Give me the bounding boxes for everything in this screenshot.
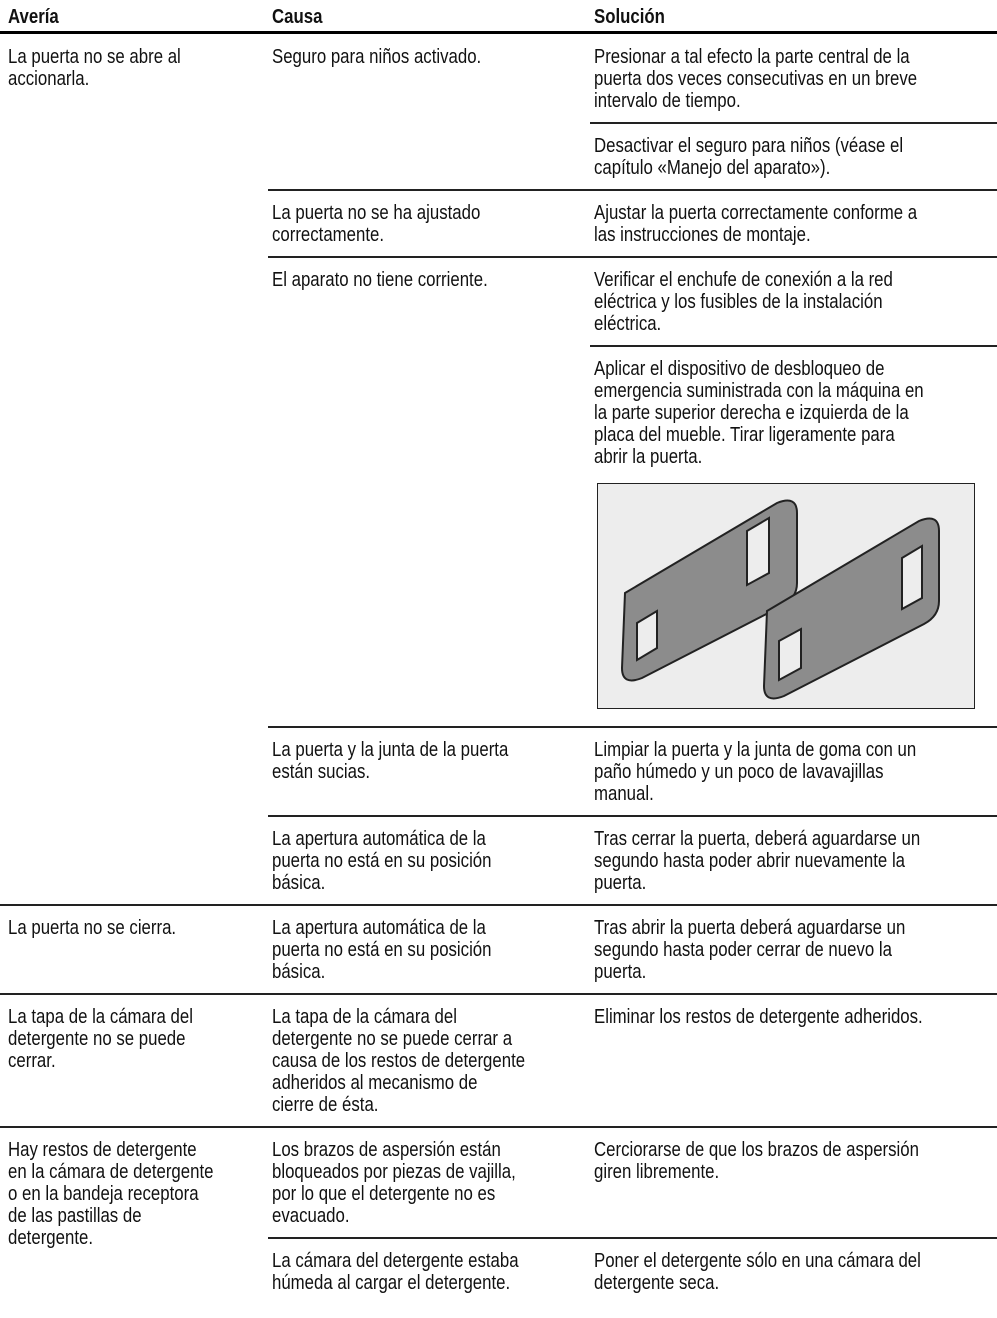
cause-text: La apertura automática de la bbox=[272, 828, 486, 850]
cause-text: Los brazos de aspersión están bbox=[272, 1139, 501, 1161]
solution-text: puerta dos veces consecutivas en un brev… bbox=[594, 68, 918, 90]
solution-text: paño húmedo y un poco de lavavajillas bbox=[594, 761, 884, 783]
cause-text: por lo que el detergente no es bbox=[272, 1183, 496, 1205]
solution-text: segundo hasta poder abrir nuevamente la bbox=[594, 850, 906, 872]
cause-text: La apertura automática de la bbox=[272, 917, 486, 939]
solution-text: eléctrica y los fusibles de la instalaci… bbox=[594, 291, 883, 313]
cause-text: básica. bbox=[272, 961, 326, 983]
solution-text: Tras abrir la puerta deberá aguardarse u… bbox=[594, 917, 906, 939]
solution-text: Desactivar el seguro para niños (véase e… bbox=[594, 135, 904, 157]
row-rule bbox=[0, 904, 997, 906]
fault-text: Hay restos de detergente bbox=[8, 1139, 197, 1161]
solution-text: emergencia suministrada con la máquina e… bbox=[594, 380, 924, 402]
cause-text: La tapa de la cámara del bbox=[272, 1006, 457, 1028]
solution-text: segundo hasta poder cerrar de nuevo la bbox=[594, 939, 892, 961]
cause-text: La cámara del detergente estaba bbox=[272, 1250, 519, 1272]
header-cause: Causa bbox=[272, 6, 323, 28]
solution-text: eléctrica. bbox=[594, 313, 662, 335]
fault-text: La puerta no se abre al bbox=[8, 46, 181, 68]
row-rule bbox=[590, 345, 997, 347]
cause-text: Seguro para niños activado. bbox=[272, 46, 482, 68]
fault-text: en la cámara de detergente bbox=[8, 1161, 214, 1183]
fault-text: accionarla. bbox=[8, 68, 90, 90]
solution-text: capítulo «Manejo del aparato»). bbox=[594, 157, 831, 179]
solution-text: Aplicar el dispositivo de desbloqueo de bbox=[594, 358, 885, 380]
solution-text: Presionar a tal efecto la parte central … bbox=[594, 46, 910, 68]
fault-text: La tapa de la cámara del bbox=[8, 1006, 193, 1028]
row-rule bbox=[590, 122, 997, 124]
illustration-svg bbox=[597, 483, 975, 709]
cause-text: correctamente. bbox=[272, 224, 385, 246]
row-rule bbox=[0, 1126, 997, 1128]
solution-text: puerta. bbox=[594, 872, 647, 894]
fault-text: detergente. bbox=[8, 1227, 94, 1249]
solution-text: Poner el detergente sólo en una cámara d… bbox=[594, 1250, 921, 1272]
illustration bbox=[597, 483, 975, 709]
cause-text: detergente no se puede cerrar a bbox=[272, 1028, 513, 1050]
cause-text: básica. bbox=[272, 872, 326, 894]
solution-text: placa del mueble. Tirar ligeramente para bbox=[594, 424, 895, 446]
row-rule bbox=[268, 815, 997, 817]
cause-text: adheridos al mecanismo de bbox=[272, 1072, 478, 1094]
solution-text: giren libremente. bbox=[594, 1161, 720, 1183]
solution-text: puerta. bbox=[594, 961, 647, 983]
cause-text: puerta no está en su posición bbox=[272, 939, 492, 961]
row-rule bbox=[268, 189, 997, 191]
row-rule bbox=[268, 256, 997, 258]
solution-text: Limpiar la puerta y la junta de goma con… bbox=[594, 739, 917, 761]
fault-text: detergente no se puede bbox=[8, 1028, 186, 1050]
header-rule bbox=[0, 31, 997, 34]
row-rule bbox=[268, 1237, 997, 1239]
cause-text: cierre de ésta. bbox=[272, 1094, 379, 1116]
fault-text: o en la bandeja receptora bbox=[8, 1183, 199, 1205]
cause-text: El aparato no tiene corriente. bbox=[272, 269, 488, 291]
solution-text: abrir la puerta. bbox=[594, 446, 703, 468]
fault-text: cerrar. bbox=[8, 1050, 56, 1072]
cause-text: puerta no está en su posición bbox=[272, 850, 492, 872]
fault-text: La puerta no se cierra. bbox=[8, 917, 177, 939]
solution-text: Verificar el enchufe de conexión a la re… bbox=[594, 269, 893, 291]
solution-text: detergente seca. bbox=[594, 1272, 720, 1294]
solution-text: las instrucciones de montaje. bbox=[594, 224, 811, 246]
solution-text: Cerciorarse de que los brazos de aspersi… bbox=[594, 1139, 919, 1161]
header-solution: Solución bbox=[594, 6, 665, 28]
cause-text: La puerta no se ha ajustado bbox=[272, 202, 481, 224]
solution-text: Tras cerrar la puerta, deberá aguardarse… bbox=[594, 828, 921, 850]
cause-text: bloqueados por piezas de vajilla, bbox=[272, 1161, 516, 1183]
header-fault: Avería bbox=[8, 6, 59, 28]
solution-text: la parte superior derecha e izquierda de… bbox=[594, 402, 909, 424]
solution-text: manual. bbox=[594, 783, 654, 805]
solution-text: Ajustar la puerta correctamente conforme… bbox=[594, 202, 918, 224]
row-rule bbox=[268, 726, 997, 728]
cause-text: causa de los restos de detergente bbox=[272, 1050, 526, 1072]
cause-text: evacuado. bbox=[272, 1205, 350, 1227]
row-rule bbox=[0, 993, 997, 995]
solution-text: intervalo de tiempo. bbox=[594, 90, 741, 112]
cause-text: La puerta y la junta de la puerta bbox=[272, 739, 509, 761]
cause-text: húmeda al cargar el detergente. bbox=[272, 1272, 511, 1294]
solution-text: Eliminar los restos de detergente adheri… bbox=[594, 1006, 923, 1028]
cause-text: están sucias. bbox=[272, 761, 371, 783]
fault-text: de las pastillas de bbox=[8, 1205, 142, 1227]
